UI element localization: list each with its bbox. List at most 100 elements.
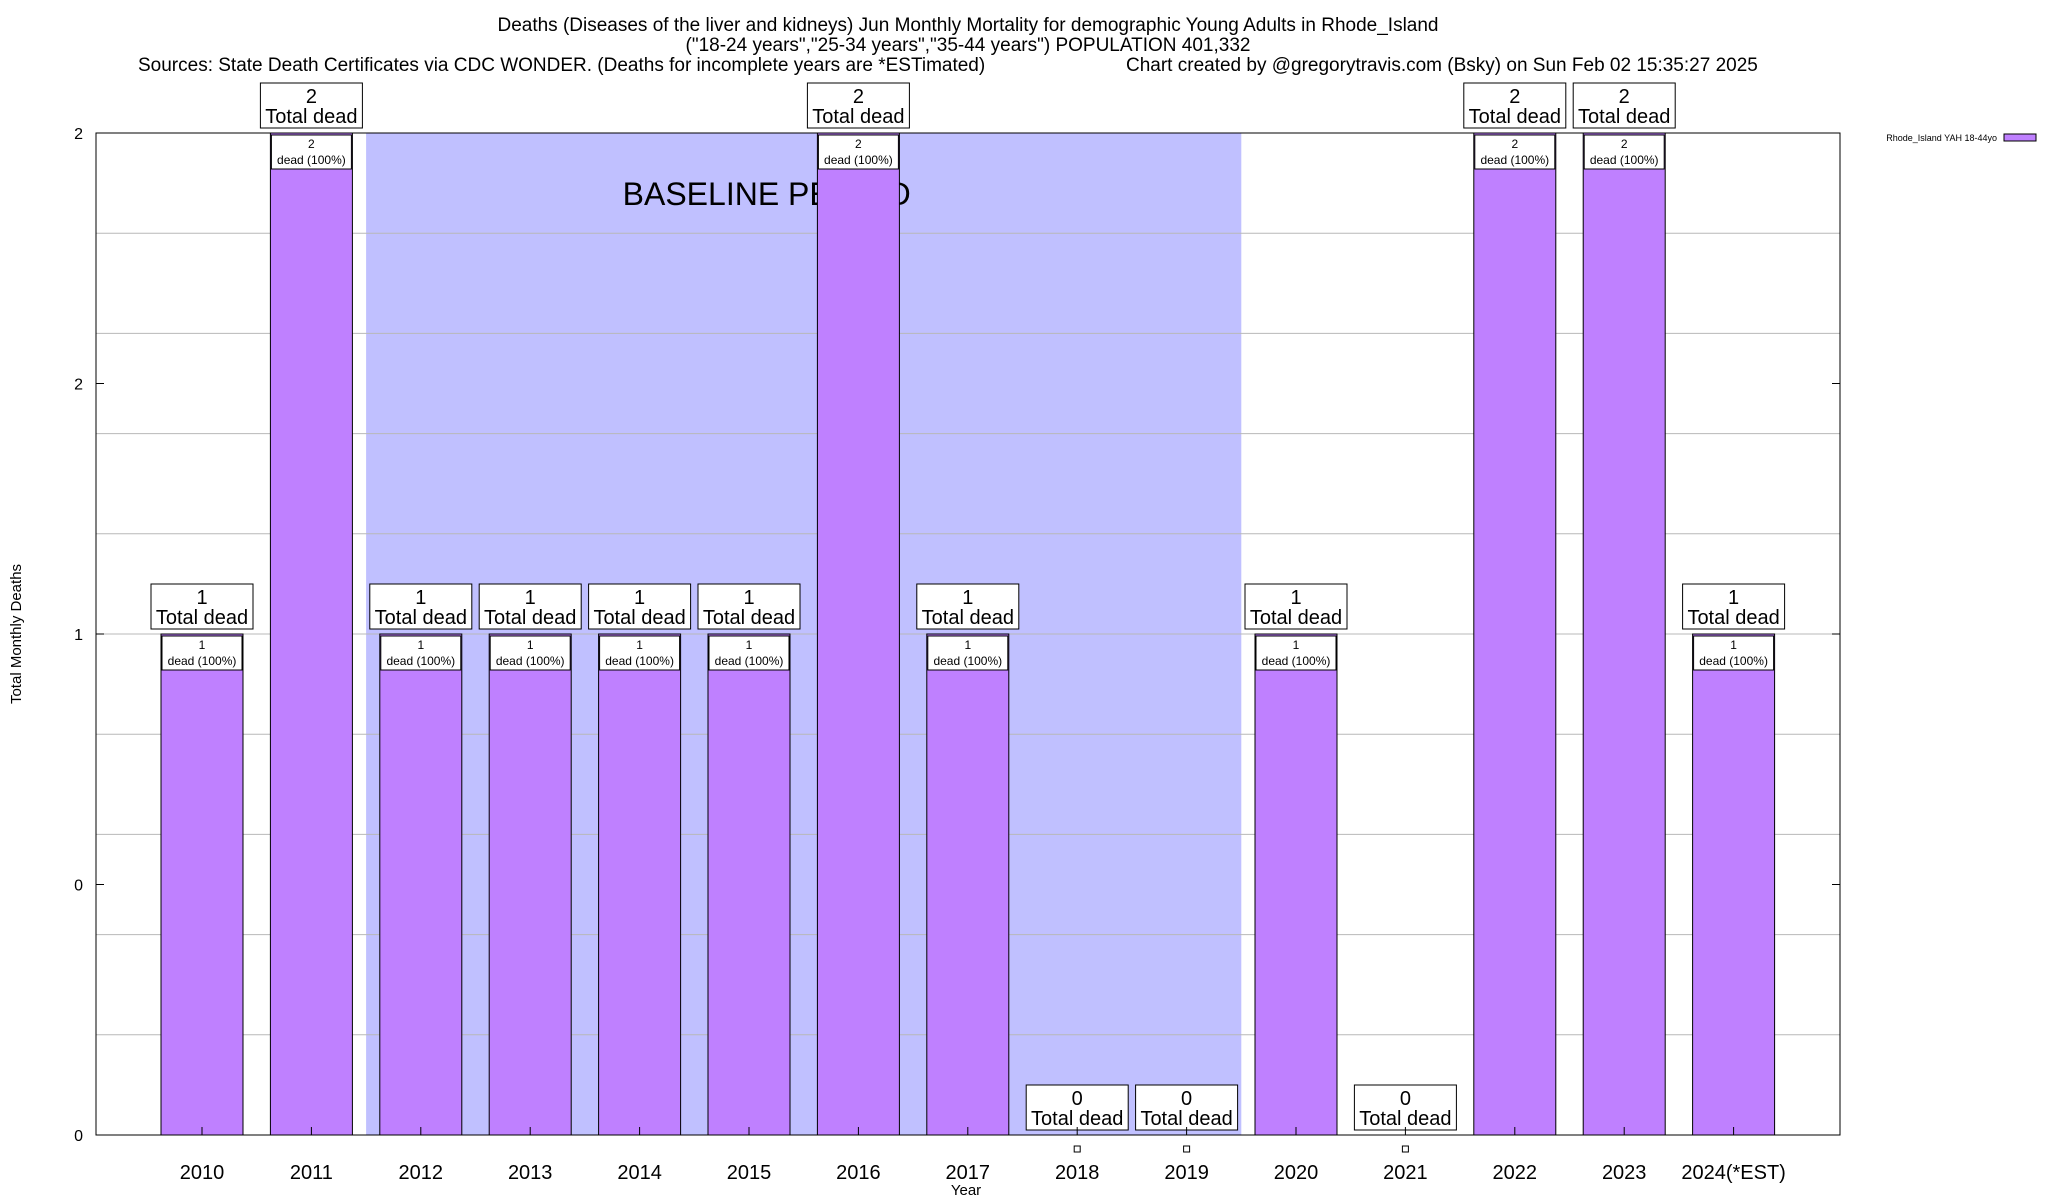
segment-label-value: 1 (964, 638, 971, 652)
y-tick-label: 0 (74, 878, 83, 895)
total-label-value: 0 (1072, 1088, 1083, 1110)
x-tick-label: 2020 (1274, 1162, 1319, 1184)
chart-title-line-2: ("18-24 years","25-34 years","35-44 year… (686, 35, 1251, 56)
total-label-box (806, 82, 910, 129)
segment-label-text: dead (100%) (496, 654, 565, 668)
segment-label-box (927, 635, 1009, 671)
segment-label-box (489, 635, 571, 671)
bar (707, 633, 791, 1136)
x-tick-label: 2021 (1383, 1162, 1428, 1184)
segment-label-text: dead (100%) (168, 654, 237, 668)
bar-layer (160, 132, 1776, 1136)
segment-label-value: 1 (746, 638, 753, 652)
segment-label-text: dead (100%) (1590, 153, 1659, 167)
total-label-value: 2 (306, 86, 317, 108)
total-label-text: Total dead (593, 607, 685, 629)
bar (269, 132, 353, 1136)
bar (488, 633, 572, 1136)
zero-marker (1401, 1145, 1409, 1153)
segment-label-text: dead (100%) (715, 654, 784, 668)
zero-marker (1183, 1145, 1191, 1153)
segment-label-box (270, 134, 352, 170)
total-label-value: 1 (1290, 587, 1301, 609)
total-label-value: 2 (1509, 86, 1520, 108)
total-label-text: Total dead (1469, 106, 1561, 128)
legend-swatch (2003, 133, 2037, 142)
total-label-text: Total dead (1250, 607, 1342, 629)
total-label-value: 0 (1400, 1088, 1411, 1110)
segment-label-text: dead (100%) (605, 654, 674, 668)
x-tick-label: 2013 (508, 1162, 553, 1184)
bar (816, 132, 900, 1136)
total-label-box (259, 82, 363, 129)
bar (1692, 633, 1776, 1136)
bar (160, 633, 244, 1136)
segment-label-value: 1 (417, 638, 424, 652)
total-label-box (478, 583, 582, 630)
x-tick-label: 2010 (180, 1162, 225, 1184)
segment-label-box (161, 635, 243, 671)
segment-label-box (380, 635, 462, 671)
segment-label-value: 1 (199, 638, 206, 652)
segment-label-value: 2 (308, 137, 315, 151)
segment-label-box (1474, 134, 1556, 170)
total-label-box (1572, 82, 1676, 129)
x-tick-label: 2022 (1493, 1162, 1538, 1184)
x-tick-label: 2024(*EST) (1681, 1162, 1786, 1184)
legend-label: Rhode_Island YAH 18-44yo (1886, 133, 1997, 143)
total-label-box (150, 583, 254, 630)
segment-label-value: 2 (855, 137, 862, 151)
y-tick-label: 0 (74, 1128, 83, 1145)
total-label-box (1025, 1084, 1129, 1131)
segment-label-text: dead (100%) (933, 654, 1002, 668)
total-label-value: 0 (1181, 1088, 1192, 1110)
segment-label-box (708, 635, 790, 671)
segment-label-box (1255, 635, 1337, 671)
x-tick-label: 2015 (727, 1162, 772, 1184)
segment-label-box (817, 134, 899, 170)
y-tick-label: 2 (74, 377, 83, 394)
total-label-box (1463, 82, 1567, 129)
total-label-text: Total dead (922, 607, 1014, 629)
total-label-value: 1 (743, 587, 754, 609)
x-tick-label: 2019 (1164, 1162, 1209, 1184)
segment-label-value: 1 (636, 638, 643, 652)
total-label-text: Total dead (1578, 106, 1670, 128)
bar (926, 633, 1010, 1136)
total-label-value: 1 (415, 587, 426, 609)
x-tick-label: 2012 (399, 1162, 444, 1184)
total-label-box (1244, 583, 1348, 630)
segment-label-value: 1 (1730, 638, 1737, 652)
segment-label-value: 1 (527, 638, 534, 652)
total-label-value: 2 (1619, 86, 1630, 108)
total-label-text: Total dead (703, 607, 795, 629)
chart-sources: Sources: State Death Certificates via CD… (138, 55, 985, 76)
x-axis-label: Year (951, 1182, 981, 1199)
total-label-box (1353, 1084, 1457, 1131)
x-tick-label: 2023 (1602, 1162, 1647, 1184)
total-label-value: 1 (525, 587, 536, 609)
total-label-text: Total dead (484, 607, 576, 629)
total-label-box (369, 583, 473, 630)
segment-label-box (1583, 134, 1665, 170)
y-axis-label: Total Monthly Deaths (8, 564, 25, 704)
total-label-box (916, 583, 1020, 630)
total-label-box (1682, 583, 1786, 630)
total-label-text: Total dead (265, 106, 357, 128)
segment-label-box (599, 635, 681, 671)
x-tick-label: 2014 (617, 1162, 662, 1184)
x-tick-label: 2016 (836, 1162, 881, 1184)
total-label-value: 1 (634, 587, 645, 609)
total-label-text: Total dead (1140, 1108, 1232, 1130)
segment-label-value: 1 (1293, 638, 1300, 652)
segment-label-text: dead (100%) (277, 153, 346, 167)
bar (598, 633, 682, 1136)
bar (1254, 633, 1338, 1136)
bar (1473, 132, 1557, 1136)
total-label-text: Total dead (156, 607, 248, 629)
total-label-box (588, 583, 692, 630)
y-tick-label: 2 (74, 126, 83, 143)
bar (1582, 132, 1666, 1136)
